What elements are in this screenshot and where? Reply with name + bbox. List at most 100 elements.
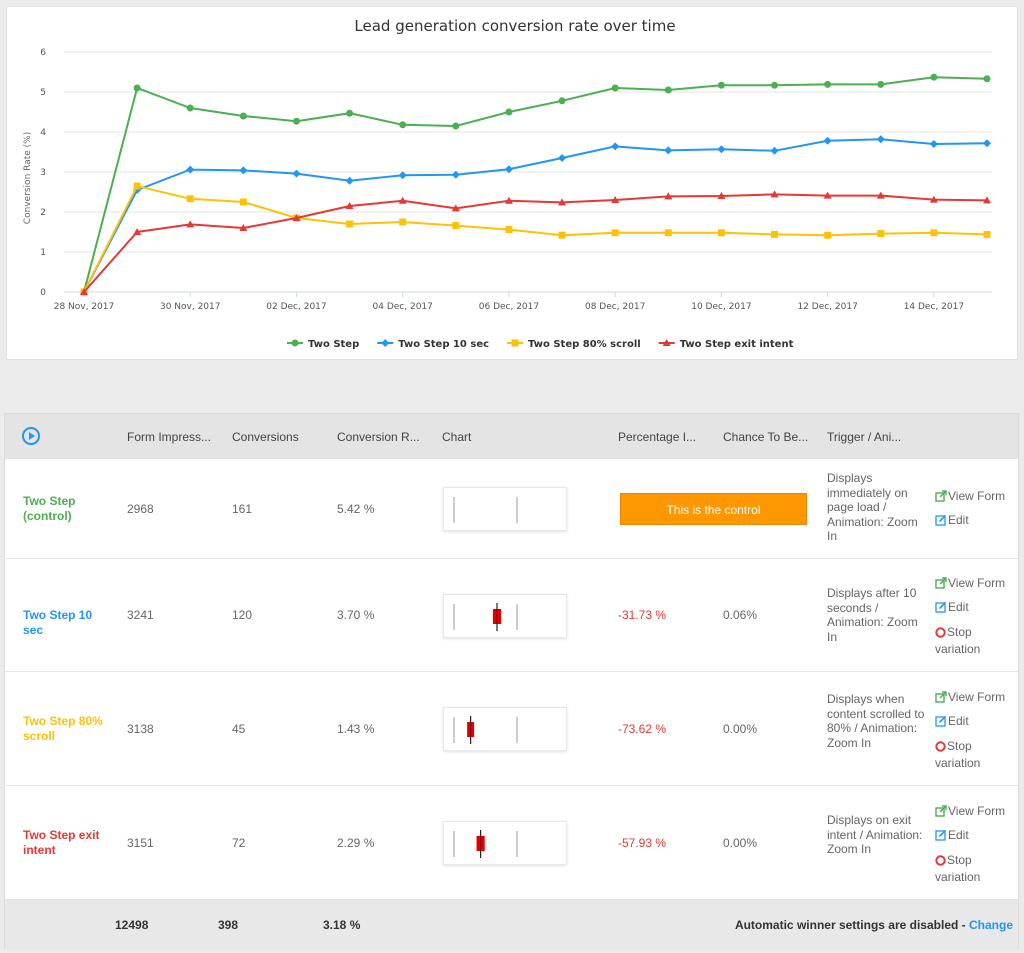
view-form-link[interactable]: View Form [935, 690, 1005, 707]
edit-link[interactable]: Edit [935, 600, 969, 617]
data-point [664, 229, 672, 237]
data-point [717, 145, 726, 154]
interval-chart [453, 603, 518, 631]
data-point [771, 81, 779, 89]
data-point [239, 224, 248, 231]
data-point [186, 195, 194, 203]
external-link-icon [935, 490, 947, 506]
header-chance[interactable]: Chance To Be... [723, 430, 809, 444]
data-point [611, 142, 620, 151]
data-point [876, 191, 885, 199]
header-conversion-rate[interactable]: Conversion R... [337, 430, 420, 444]
stop-variation-link[interactable]: Stop variation [935, 739, 1005, 770]
edit-link[interactable]: Edit [935, 714, 969, 731]
trigger-text: Displays on exit intent / Animation: Zoo… [827, 813, 923, 857]
y-axis-label: Conversion Rate (%) [23, 132, 33, 224]
change-link[interactable]: Change [968, 918, 1013, 932]
view-form-link[interactable]: View Form [935, 576, 1005, 593]
total-impressions: 12498 [115, 918, 149, 932]
data-point [770, 190, 779, 198]
legend-item[interactable]: Two Step 10 sec [377, 339, 489, 350]
legend-marker [511, 339, 519, 347]
trigger-text: Displays after 10 seconds / Animation: Z… [827, 586, 918, 644]
mini-chart [443, 487, 567, 531]
data-point [451, 170, 460, 179]
view-form-label: View Form [948, 576, 1006, 590]
view-form-link[interactable]: View Form [935, 489, 1005, 506]
edit-icon [935, 514, 947, 530]
edit-label: Edit [948, 714, 969, 728]
view-form-label: View Form [948, 690, 1006, 704]
header-percentage[interactable]: Percentage I... [618, 430, 697, 444]
data-point [399, 218, 407, 226]
view-form-label: View Form [948, 804, 1006, 818]
external-link-icon [935, 577, 947, 593]
series-line [83, 138, 988, 293]
legend-item[interactable]: Two Step [287, 339, 359, 350]
data-point [929, 195, 938, 203]
data-point [983, 230, 991, 238]
edit-link[interactable]: Edit [935, 828, 969, 845]
legend-marker [291, 339, 299, 347]
play-circle-icon[interactable] [22, 427, 40, 445]
data-point [186, 104, 194, 112]
legend-item[interactable]: Two Step 80% scroll [507, 339, 641, 350]
view-form-label: View Form [948, 489, 1006, 503]
legend-label: Two Step exit intent [680, 339, 794, 350]
x-tick-label: 08 Dec, 2017 [585, 302, 645, 312]
conversion-rate-value: 3.70 % [337, 608, 375, 622]
conversion-rate-value: 2.29 % [337, 836, 375, 850]
edit-link[interactable]: Edit [935, 513, 969, 530]
y-tick-label: 5 [40, 88, 46, 98]
stop-circle-icon [935, 855, 946, 870]
mini-chart [443, 821, 567, 865]
winner-settings-label: Automatic winner settings are disabled - [734, 918, 969, 932]
data-point [346, 109, 354, 117]
table-row: Two Step 10 sec 3241 120 3.70 % -31.73 %… [5, 559, 1018, 672]
variation-name[interactable]: Two Step 80% scroll [23, 714, 103, 743]
series-two-step-80-scroll [80, 182, 991, 296]
variation-name[interactable]: Two Step exit intent [23, 828, 100, 857]
stop-circle-icon [935, 627, 946, 642]
header-trigger[interactable]: Trigger / Ani... [827, 430, 902, 444]
impressions-value: 2968 [127, 502, 154, 516]
data-point [611, 196, 620, 203]
interval-chart [453, 497, 518, 523]
view-form-link[interactable]: View Form [935, 804, 1005, 821]
data-point [186, 165, 195, 174]
variation-name[interactable]: Two Step (control) [23, 494, 76, 523]
y-tick-label: 0 [40, 288, 46, 298]
variation-name[interactable]: Two Step 10 sec [23, 608, 93, 637]
trigger-text: Displays when content scrolled to 80% / … [827, 692, 925, 750]
legend-item[interactable]: Two Step exit intent [658, 339, 794, 350]
data-point [133, 182, 141, 190]
x-tick-label: 12 Dec, 2017 [797, 302, 857, 312]
edit-label: Edit [948, 600, 969, 614]
legend-label: Two Step 80% scroll [528, 339, 641, 350]
legend-marker [662, 339, 671, 346]
impressions-value: 3241 [127, 608, 154, 622]
data-point [345, 176, 354, 185]
series-line [83, 193, 988, 293]
stop-variation-link[interactable]: Stop variation [935, 625, 1005, 656]
x-tick-label: 04 Dec, 2017 [373, 302, 433, 312]
data-point [558, 97, 566, 105]
conversion-rate-value: 5.42 % [337, 502, 375, 516]
data-point [877, 80, 885, 88]
data-point [398, 171, 407, 180]
legend-label: Two Step 10 sec [398, 339, 489, 350]
external-link-icon [935, 691, 947, 707]
chance-to-beat: 0.00% [723, 722, 758, 736]
header-impressions[interactable]: Form Impress... [127, 430, 212, 444]
data-point [664, 192, 673, 200]
stop-variation-link[interactable]: Stop variation [935, 853, 1005, 884]
data-point [823, 191, 832, 199]
data-point [876, 135, 885, 144]
data-point [558, 154, 567, 162]
conversions-value: 120 [232, 608, 253, 622]
stop-variation-label: Stop variation [935, 853, 981, 884]
data-point [451, 204, 460, 212]
header-conversions[interactable]: Conversions [232, 430, 299, 444]
x-tick-label: 14 Dec, 2017 [904, 302, 964, 312]
interval-chart [453, 716, 518, 744]
